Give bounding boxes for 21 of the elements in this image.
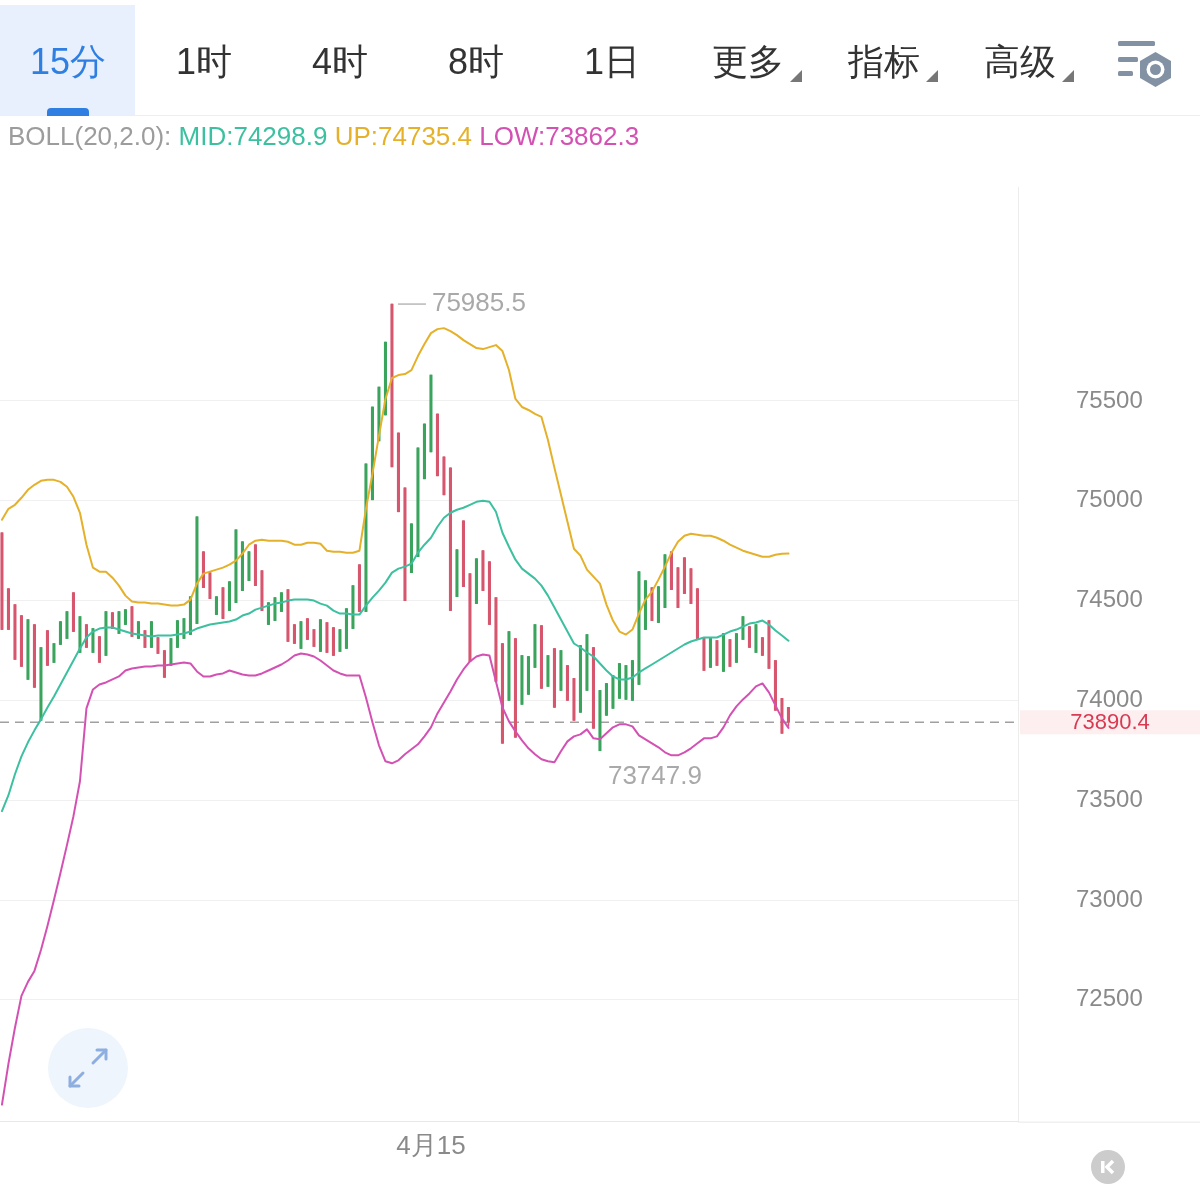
- annotation: 73747.9: [607, 759, 702, 790]
- text: LOW:73862.3: [479, 121, 640, 151]
- text: 1时: [175, 40, 233, 84]
- annotation: 75985.5: [431, 287, 526, 318]
- text: 1日: [583, 40, 641, 84]
- text: MID:74298.9: [178, 121, 328, 151]
- legend-title: BOLL(20,2.0):: [8, 121, 172, 151]
- text: 指标: [848, 40, 920, 84]
- y-tick-label: 75000: [1075, 485, 1143, 513]
- text: 15分: [29, 40, 107, 84]
- text: 高级: [984, 40, 1056, 84]
- text: 4时: [311, 40, 369, 84]
- x-tick-label: 4月15: [396, 1130, 466, 1161]
- text: 更多: [712, 40, 784, 84]
- y-tick-label: 72500: [1075, 984, 1143, 1012]
- text: UP:74735.4: [334, 121, 472, 151]
- y-tick-label: 75500: [1075, 385, 1143, 413]
- y-tick-label: 74500: [1075, 585, 1143, 613]
- text: 8时: [447, 40, 505, 84]
- y-tick-label: 73000: [1075, 884, 1143, 912]
- y-tick-label: 73500: [1075, 784, 1143, 812]
